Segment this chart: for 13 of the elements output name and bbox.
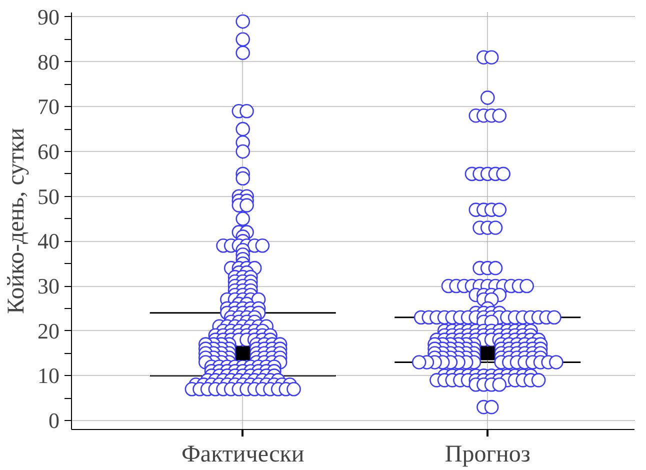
y-tick-label: 90 (38, 4, 60, 30)
y-tick-label: 40 (38, 228, 60, 254)
y-tick-label: 60 (38, 139, 60, 164)
y-tick-label: 80 (38, 49, 60, 74)
y-tick-label: 20 (38, 318, 60, 344)
y-axis-title: Койко-день, сутки (4, 128, 30, 314)
y-tick-label: 10 (38, 363, 60, 388)
x-tick-label: Фактически (181, 442, 304, 468)
y-tick-label: 50 (38, 184, 60, 209)
y-tick-label: 0 (48, 408, 60, 434)
y-tick-label: 30 (38, 274, 60, 299)
x-tick-label: Прогноз (444, 442, 530, 468)
y-tick-label: 70 (38, 94, 60, 120)
